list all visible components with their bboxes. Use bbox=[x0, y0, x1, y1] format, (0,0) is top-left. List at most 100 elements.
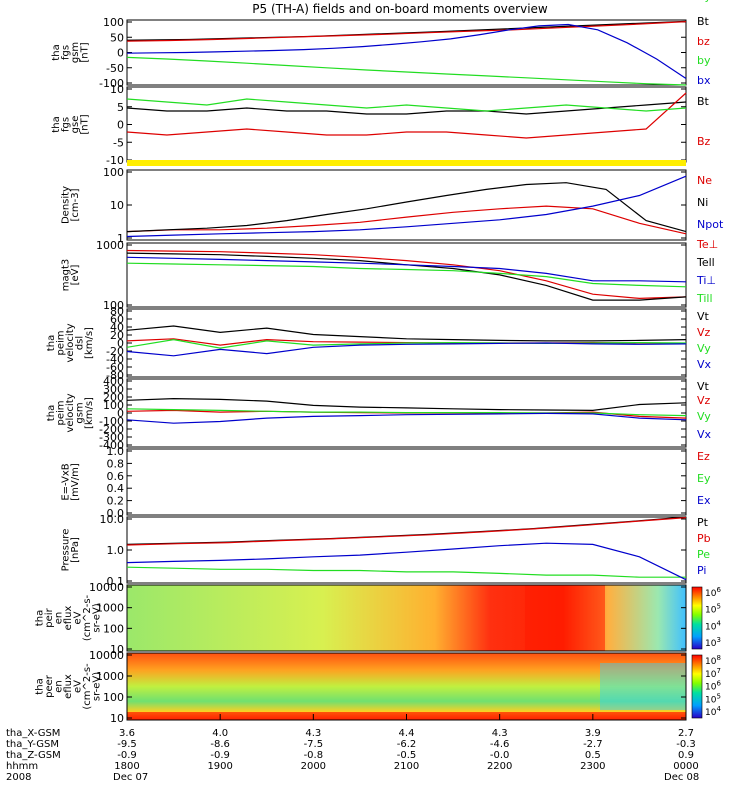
legend-entry: bz bbox=[697, 35, 710, 48]
legend-entry: Pb bbox=[697, 532, 711, 545]
x-tick-label: -2.7 bbox=[583, 739, 603, 750]
y-tick-label: 100 bbox=[103, 691, 124, 704]
series-line-Bz bbox=[126, 92, 687, 139]
y-tick-label: 5 bbox=[117, 101, 124, 114]
panel-density: 100 10 1 Density[cm-3] Ne Ni Npot bbox=[60, 166, 724, 245]
y-axis-label-line: gsm bbox=[75, 402, 86, 423]
y-axis-label-line: tha bbox=[51, 44, 62, 60]
y-axis-label-line: tha bbox=[35, 678, 46, 694]
y-axis-label-line: fgs bbox=[60, 45, 71, 60]
x-tick-label: -0.9 bbox=[117, 750, 137, 761]
y-tick-label: 0.4 bbox=[107, 482, 125, 495]
y-axis-label-line: fgs bbox=[60, 117, 71, 132]
panel-frame bbox=[126, 584, 687, 652]
series-line-bx bbox=[126, 23, 687, 80]
y-axis-label-line: (cm^2-s- bbox=[82, 594, 93, 641]
colorbar bbox=[691, 654, 703, 719]
x-tick-label: -0.5 bbox=[397, 750, 417, 761]
x-tick-label: 2.7 bbox=[678, 728, 694, 739]
y-tick-label: -20 bbox=[106, 345, 124, 358]
series-line-Ni bbox=[126, 182, 687, 233]
y-axis-label-line: E=-VxB bbox=[60, 463, 71, 500]
x-tick-label: 2000 bbox=[301, 761, 326, 772]
y-tick-label: -50 bbox=[106, 62, 124, 75]
colorbar-tick-label: 105 bbox=[705, 692, 721, 705]
y-tick-label: 1000 bbox=[96, 239, 124, 252]
y-tick-label: 10 bbox=[110, 712, 124, 725]
y-axis-label-line: velocity bbox=[65, 393, 76, 432]
legend-entry: Vt bbox=[697, 380, 710, 393]
legend-entry: By bbox=[697, 0, 712, 3]
legend-entry: Pi bbox=[697, 564, 706, 577]
legend-entry: by bbox=[697, 54, 711, 67]
y-tick-label: 0.0 bbox=[107, 507, 125, 520]
x-row-label: tha_Z-GSM bbox=[6, 750, 61, 761]
y-axis-label-line: sr-eV) bbox=[92, 603, 103, 632]
y-tick-label: 200 bbox=[103, 391, 124, 404]
panel-temperature: 1000 100 magt3[eV] Te⊥ Tell Ti⊥ Till bbox=[60, 238, 718, 312]
figure-title: P5 (TH-A) fields and on-board moments ov… bbox=[252, 2, 548, 16]
colorbar-tick-label: 107 bbox=[705, 667, 721, 680]
y-tick-label: 0 bbox=[117, 337, 124, 350]
series-line-Vx bbox=[126, 342, 687, 357]
legend-entry: Vz bbox=[697, 394, 711, 407]
y-tick-label: 10 bbox=[110, 643, 124, 656]
x-tick-label: 1800 bbox=[114, 761, 139, 772]
y-tick-label: -10 bbox=[106, 154, 124, 167]
y-tick-label: 0.2 bbox=[107, 495, 125, 508]
legend-entry: Ey bbox=[697, 472, 711, 485]
y-tick-label: -400 bbox=[99, 439, 124, 452]
y-tick-label: 40 bbox=[110, 321, 124, 334]
legend-entry: Bt bbox=[697, 95, 710, 108]
legend-entry: Vx bbox=[697, 358, 712, 371]
y-axis-label-line: Pressure bbox=[60, 529, 71, 572]
x-tick-label: -0.0 bbox=[490, 750, 510, 761]
x-tick-label: 4.4 bbox=[399, 728, 415, 739]
x-tick-label: 2300 bbox=[580, 761, 605, 772]
y-tick-label: 400 bbox=[103, 375, 124, 388]
legend-entry: Bz bbox=[697, 135, 711, 148]
series-line-Vy bbox=[126, 338, 687, 349]
y-tick-label: 100 bbox=[103, 166, 124, 179]
y-axis-label-line: [nT] bbox=[79, 42, 90, 62]
legend-entry: Tell bbox=[696, 256, 715, 269]
y-axis-label-line: tha bbox=[51, 116, 62, 132]
y-tick-label: 80 bbox=[110, 305, 124, 318]
y-axis-label-line: (cm^2-s- bbox=[82, 663, 93, 710]
x-tick-label: 0000 bbox=[673, 761, 698, 772]
spectrogram-cold-region bbox=[600, 663, 686, 710]
y-axis-label-line: gsm bbox=[70, 42, 81, 63]
colorbar-tick-label: 105 bbox=[705, 603, 721, 616]
series-line-Npot bbox=[126, 175, 687, 238]
y-axis-label-line: gse bbox=[70, 116, 81, 134]
y-axis-label-line: [mV/m] bbox=[70, 463, 81, 501]
y-axis-label-line: dsl bbox=[75, 336, 86, 350]
y-axis-label-line: Density bbox=[60, 186, 71, 224]
y-tick-label: -300 bbox=[99, 431, 124, 444]
y-axis-label-line: [cm-3] bbox=[70, 188, 81, 221]
data-quality-bar bbox=[127, 160, 686, 166]
x-tick-label: -6.2 bbox=[397, 739, 417, 750]
y-tick-label: 1.0 bbox=[107, 445, 125, 458]
y-tick-label: 300 bbox=[103, 383, 124, 396]
colorbar-tick-label: 103 bbox=[705, 636, 721, 649]
y-axis-label-line: peer bbox=[44, 674, 55, 698]
y-axis-label-line: eflux bbox=[63, 674, 74, 699]
x-tick-label: -0.9 bbox=[210, 750, 230, 761]
x-tick-label: 4.3 bbox=[305, 728, 321, 739]
legend-entry: bx bbox=[697, 74, 711, 87]
y-tick-label: 0 bbox=[117, 119, 124, 132]
y-tick-label: 1000 bbox=[96, 670, 124, 683]
x-row-label: hhmm bbox=[6, 761, 38, 772]
series-line-bz bbox=[126, 21, 687, 42]
x-tick-label: 2200 bbox=[487, 761, 512, 772]
series-line-Ti⊥ bbox=[126, 256, 687, 283]
spectrogram-image bbox=[127, 653, 686, 720]
x-tick-label: Dec 08 bbox=[664, 772, 699, 783]
colorbar-tick-label: 104 bbox=[705, 705, 721, 718]
